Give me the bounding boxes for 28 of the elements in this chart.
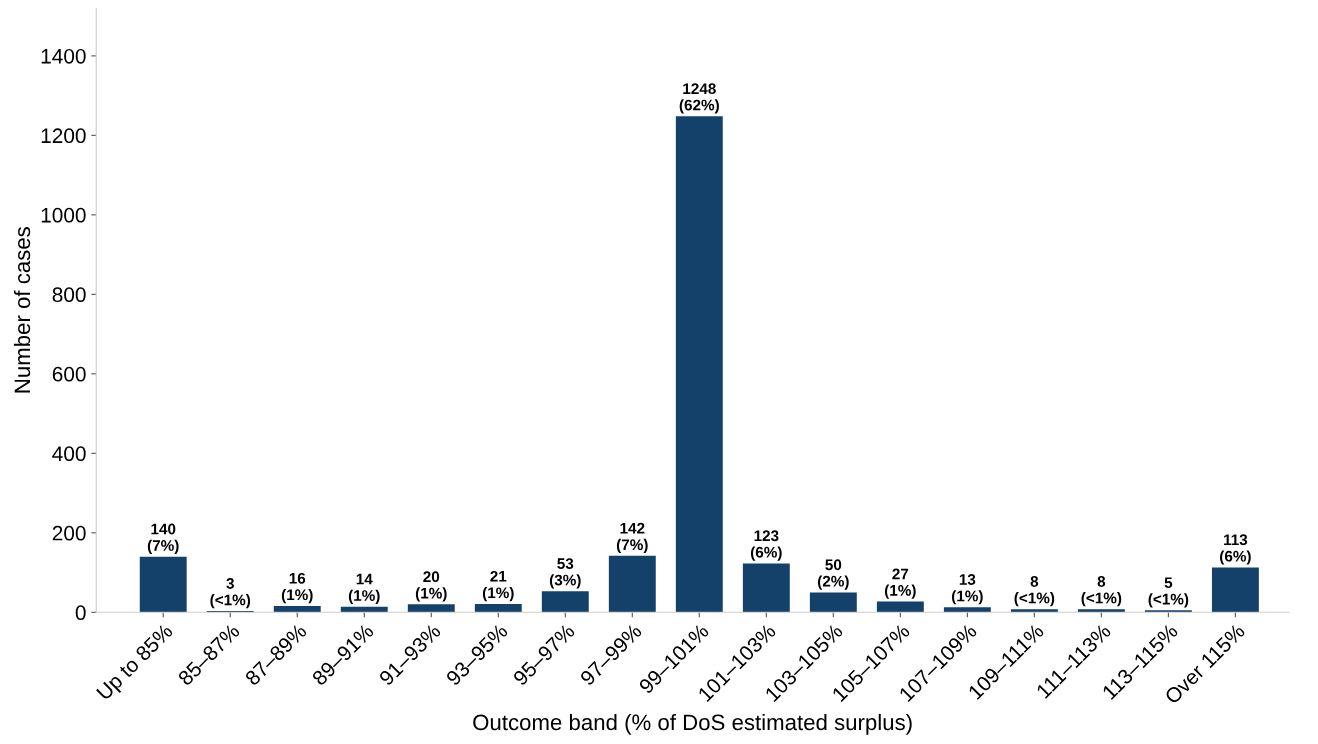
y-tick-label: 1400: [41, 48, 86, 64]
data-label: 123 (6%): [750, 530, 782, 561]
y-tick-label: 0: [75, 605, 86, 621]
data-label: 142 (7%): [616, 522, 648, 554]
y-tick-label: 1200: [41, 128, 86, 144]
data-label: 13 (1%): [951, 574, 983, 605]
data-label: 8 (<1%): [1081, 576, 1122, 607]
data-label: 16 (1%): [281, 572, 313, 604]
data-label: 113 (6%): [1220, 534, 1251, 565]
data-label: 3 (<1%): [210, 578, 251, 609]
y-axis-title: Number of cases: [13, 227, 31, 393]
y-tick-label: 800: [52, 287, 86, 303]
x-axis-title: Outcome band (% of DoS estimated surplus): [473, 713, 912, 735]
data-label: 53 (3%): [549, 558, 581, 589]
x-tick-label: Up to 85%: [95, 622, 177, 704]
data-label: 140 (7%): [147, 523, 179, 554]
y-tick-label: 400: [52, 446, 86, 462]
data-label: 1248 (62%): [679, 83, 719, 114]
y-tick-label: 1000: [41, 207, 86, 223]
data-label: 14 (1%): [348, 573, 380, 604]
data-label: 27 (1%): [884, 568, 916, 599]
data-label: 20 (1%): [415, 571, 447, 602]
data-label: 21 (1%): [482, 570, 514, 602]
y-tick-label: 200: [52, 525, 86, 541]
data-label: 5 (<1%): [1148, 577, 1189, 608]
data-label: 50 (2%): [817, 559, 849, 590]
data-label: 8 (<1%): [1014, 576, 1055, 607]
y-tick-label: 600: [52, 366, 86, 382]
